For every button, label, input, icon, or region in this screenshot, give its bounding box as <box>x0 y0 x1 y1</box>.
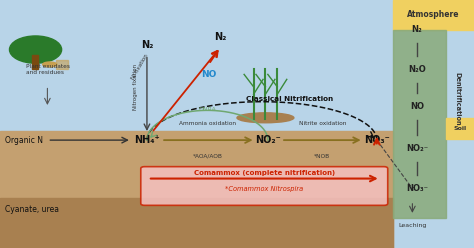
Bar <box>446 118 474 139</box>
Text: N₂O: N₂O <box>408 65 426 74</box>
Text: Cyanate, urea: Cyanate, urea <box>5 205 59 214</box>
Text: NH₄⁺: NH₄⁺ <box>134 135 160 145</box>
Text: Ammonia oxidation: Ammonia oxidation <box>179 122 236 126</box>
Text: NO: NO <box>410 102 424 111</box>
Text: N₂: N₂ <box>214 32 227 42</box>
Text: N₂: N₂ <box>412 25 422 34</box>
Text: *Comammox Nitrospira: *Comammox Nitrospira <box>225 186 303 192</box>
Text: NO: NO <box>201 70 216 79</box>
Text: Atmosphere: Atmosphere <box>408 10 460 19</box>
Text: NO₂⁻: NO₂⁻ <box>255 135 281 145</box>
Text: Leaching: Leaching <box>398 223 427 228</box>
Text: Classical Nitrification: Classical Nitrification <box>246 96 333 102</box>
Text: DNRA: DNRA <box>199 107 216 112</box>
Ellipse shape <box>43 62 57 67</box>
Text: Comammox (complete nitrification): Comammox (complete nitrification) <box>194 170 335 176</box>
Text: *NOB: *NOB <box>314 154 330 159</box>
Bar <box>0 131 393 248</box>
Text: Soil: Soil <box>453 126 466 131</box>
Text: Plant exudates
and residues: Plant exudates and residues <box>26 64 70 75</box>
Text: Organic N: Organic N <box>5 136 43 145</box>
Text: N₂ fixation: N₂ fixation <box>130 53 149 81</box>
Bar <box>0 198 393 248</box>
Text: NO₂⁻: NO₂⁻ <box>406 144 428 153</box>
Bar <box>32 55 38 69</box>
Text: NO₃⁻: NO₃⁻ <box>364 135 390 145</box>
Text: N₂: N₂ <box>141 40 153 50</box>
Circle shape <box>9 36 62 63</box>
Text: Denitrification: Denitrification <box>455 72 460 126</box>
Text: Nitrite oxidation: Nitrite oxidation <box>299 122 346 126</box>
FancyBboxPatch shape <box>141 167 388 205</box>
Bar <box>393 30 446 218</box>
Text: Nitrogen fixation: Nitrogen fixation <box>133 64 137 110</box>
Ellipse shape <box>237 113 294 123</box>
Text: NO₃⁻: NO₃⁻ <box>406 184 428 193</box>
Text: *AOA/AOB: *AOA/AOB <box>192 154 222 159</box>
Bar <box>56 60 68 69</box>
Bar <box>393 0 474 30</box>
